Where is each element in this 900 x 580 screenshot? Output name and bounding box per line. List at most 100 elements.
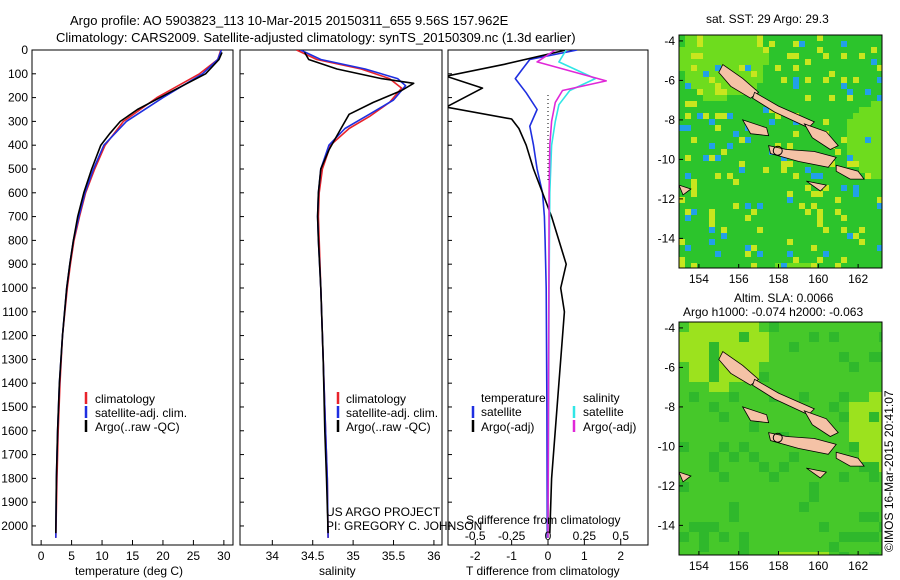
field-cell	[697, 257, 703, 263]
sst-map: 154 156 158 160 162-4-6-8-10-12-14	[658, 34, 883, 286]
field-cell	[729, 532, 739, 542]
field-cell	[829, 452, 839, 462]
field-cell	[781, 245, 787, 251]
field-cell	[775, 173, 781, 179]
field-cell	[799, 197, 805, 203]
field-cell	[789, 552, 799, 555]
field-cell	[775, 71, 781, 77]
field-cell	[775, 203, 781, 209]
field-cell	[749, 552, 759, 555]
field-cell	[729, 332, 739, 342]
field-cell	[829, 352, 839, 362]
field-cell	[819, 322, 829, 332]
field-cell	[829, 119, 835, 125]
field-cell	[679, 35, 685, 41]
field-cell	[787, 89, 793, 95]
series-line-satellite-t-	[514, 50, 578, 538]
field-cell	[697, 59, 703, 65]
field-cell	[779, 482, 789, 492]
field-cell	[769, 263, 775, 268]
field-cell	[769, 462, 779, 472]
field-cell	[865, 65, 871, 71]
field-cell	[721, 53, 727, 59]
field-cell	[859, 143, 865, 149]
field-cell	[685, 59, 691, 65]
field-cell	[769, 173, 775, 179]
field-cell	[849, 502, 859, 512]
field-cell	[775, 197, 781, 203]
field-cell	[739, 442, 749, 452]
field-cell	[865, 35, 871, 41]
field-cell	[733, 233, 739, 239]
field-cell	[781, 131, 787, 137]
field-cell	[789, 422, 799, 432]
field-cell	[689, 452, 699, 462]
field-cell	[835, 221, 841, 227]
field-cell	[799, 95, 805, 101]
field-cell	[709, 113, 715, 119]
field-cell	[709, 352, 719, 362]
field-cell	[763, 107, 769, 113]
field-cell	[817, 83, 823, 89]
field-cell	[805, 107, 811, 113]
field-cell	[835, 161, 841, 167]
field-cell	[751, 233, 757, 239]
field-cell	[809, 472, 819, 482]
field-cell	[679, 71, 685, 77]
field-cell	[859, 462, 869, 472]
field-cell	[781, 53, 787, 59]
field-cell	[841, 125, 847, 131]
field-cell	[763, 65, 769, 71]
field-cell	[733, 197, 739, 203]
field-cell	[685, 257, 691, 263]
field-cell	[727, 161, 733, 167]
field-cell	[779, 492, 789, 502]
field-cell	[739, 137, 745, 143]
field-cell	[729, 552, 739, 555]
field-cell	[757, 191, 763, 197]
field-cell	[727, 89, 733, 95]
field-cell	[829, 432, 839, 442]
field-cell	[709, 522, 719, 532]
field-cell	[699, 392, 709, 402]
field-cell	[877, 143, 882, 149]
field-cell	[775, 257, 781, 263]
field-cell	[721, 245, 727, 251]
field-cell	[865, 59, 871, 65]
field-cell	[859, 512, 869, 522]
field-cell	[859, 362, 869, 372]
field-cell	[849, 552, 859, 555]
field-cell	[679, 322, 689, 332]
sst-map-title: sat. SST: 29 Argo: 29.3	[706, 12, 829, 26]
field-cell	[787, 263, 793, 268]
map-y-tick-label: -12	[658, 192, 676, 206]
island-shape	[741, 119, 770, 137]
field-cell	[763, 197, 769, 203]
field-cell	[775, 119, 781, 125]
field-cell	[757, 143, 763, 149]
temperature-x-ticks: 0 5 10 15 20 25 30	[38, 540, 231, 563]
field-cell	[781, 59, 787, 65]
field-cell	[751, 161, 757, 167]
field-cell	[729, 322, 739, 332]
field-cell	[689, 542, 699, 552]
field-cell	[699, 462, 709, 472]
field-cell	[823, 59, 829, 65]
field-cell	[829, 71, 835, 77]
field-cell	[835, 179, 841, 185]
field-cell	[853, 149, 859, 155]
field-cell	[745, 113, 751, 119]
field-cell	[787, 209, 793, 215]
field-cell	[839, 402, 849, 412]
field-cell	[689, 462, 699, 472]
field-cell	[799, 532, 809, 542]
field-cell	[799, 185, 805, 191]
field-cell	[853, 185, 859, 191]
field-cell	[829, 167, 835, 173]
field-cell	[809, 522, 819, 532]
field-cell	[739, 542, 749, 552]
field-cell	[787, 119, 793, 125]
field-cell	[877, 83, 882, 89]
field-cell	[739, 422, 749, 432]
field-cell	[787, 173, 793, 179]
